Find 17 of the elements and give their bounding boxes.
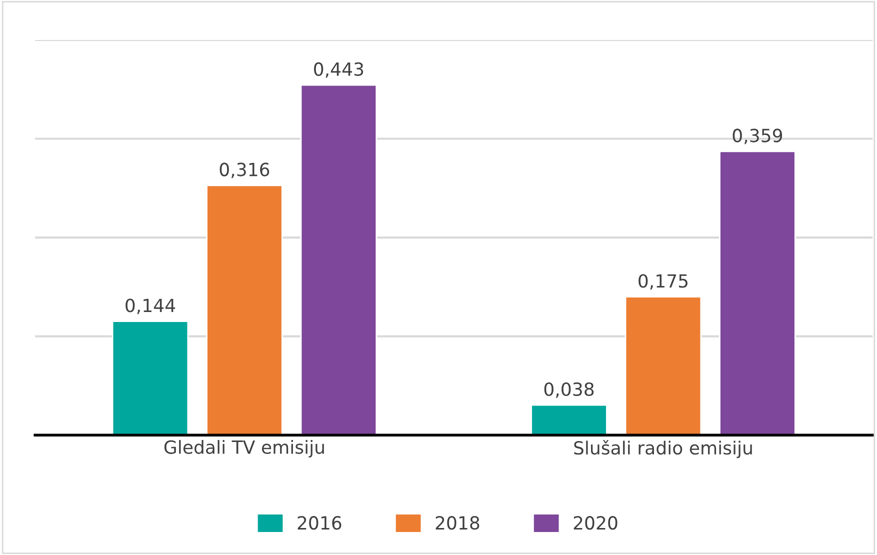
data-label: 0,359 (732, 128, 782, 144)
legend-label: 2016 (298, 516, 342, 530)
bar (719, 150, 796, 436)
data-label: 0,316 (220, 162, 270, 178)
data-label: 0,443 (314, 62, 364, 78)
data-label: 0,038 (544, 382, 594, 398)
x-tick-label: Gledali TV emisiju (164, 440, 324, 458)
bar (300, 84, 378, 436)
bar (112, 320, 189, 436)
data-label: 0,175 (638, 274, 688, 290)
data-label: 0,144 (126, 298, 176, 314)
x-tick-label: Slušali radio emisiju (574, 440, 752, 458)
legend-label: 2020 (574, 516, 618, 530)
legend-label: 2018 (436, 516, 480, 530)
bar (206, 184, 283, 436)
bar (530, 404, 608, 436)
bar (624, 296, 702, 436)
